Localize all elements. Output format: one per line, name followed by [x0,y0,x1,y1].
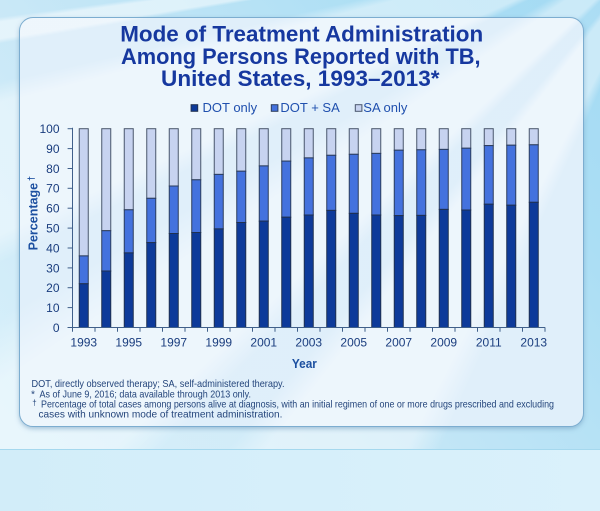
svg-text:1997: 1997 [160,335,187,349]
svg-text:DOT only: DOT only [203,100,258,115]
svg-text:†: † [32,399,36,408]
svg-text:Year: Year [292,357,317,371]
svg-text:80: 80 [46,162,60,176]
svg-text:1993: 1993 [70,335,97,349]
svg-text:2001: 2001 [250,335,277,349]
svg-text:70: 70 [46,182,60,196]
svg-text:DOT, directly observed therapy: DOT, directly observed therapy; SA, self… [32,379,285,390]
svg-text:2005: 2005 [340,335,367,349]
svg-text:Among Persons Reported with TB: Among Persons Reported with TB, [121,44,481,69]
svg-text:Percentage: Percentage [26,183,41,251]
svg-text:SA only: SA only [363,100,408,115]
svg-text:Mode of Treatment Administrati: Mode of Treatment Administration [120,22,483,47]
svg-text:100: 100 [39,122,59,136]
svg-text:40: 40 [46,241,60,255]
svg-text:90: 90 [46,142,60,156]
svg-text:2009: 2009 [430,335,457,349]
svg-text:Percentage of total cases amon: Percentage of total cases among persons … [41,399,554,410]
svg-text:As of June 9, 2016; data avail: As of June 9, 2016; data available throu… [40,389,252,400]
svg-text:cases with unknown mode of tre: cases with unknown mode of treatment adm… [39,409,283,420]
svg-text:DOT + SA: DOT + SA [280,100,340,115]
svg-text:60: 60 [46,202,60,216]
svg-text:2013: 2013 [520,335,547,349]
svg-text:20: 20 [46,281,60,295]
svg-text:2003: 2003 [295,335,322,349]
svg-text:2011: 2011 [476,335,502,349]
svg-text:50: 50 [46,222,60,236]
svg-text:1995: 1995 [115,335,142,349]
svg-text:2007: 2007 [385,335,412,349]
svg-text:1999: 1999 [205,335,232,349]
svg-text:30: 30 [46,261,60,275]
svg-text:†: † [26,176,36,181]
svg-text:United States, 1993–2013*: United States, 1993–2013* [161,66,440,91]
svg-text:*: * [31,389,35,400]
svg-text:10: 10 [46,301,60,315]
svg-text:0: 0 [53,321,60,335]
